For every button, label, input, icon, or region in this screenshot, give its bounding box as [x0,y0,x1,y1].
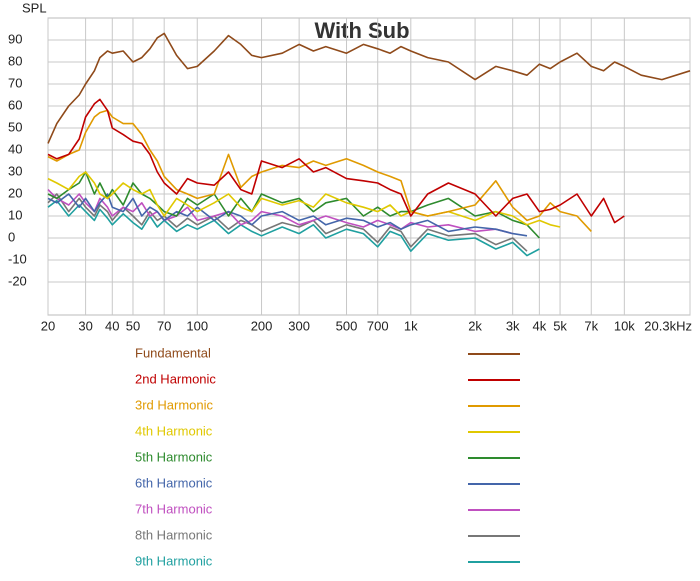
legend-label: Fundamental [135,345,211,360]
x-tick-label: 7k [584,318,598,333]
legend-label: 3rd Harmonic [135,397,214,412]
x-tick-label: 20 [41,318,55,333]
series-line [47,193,528,237]
legend-label: 6th Harmonic [135,475,213,490]
plot-area [47,17,691,316]
y-tick-label: -10 [8,251,27,266]
x-tick-label: 70 [157,318,171,333]
series-line [47,171,561,228]
x-tick-label: 2k [468,318,482,333]
x-tick-label: 1k [404,318,418,333]
x-tick-label: 500 [336,318,358,333]
series-line [47,171,540,239]
y-tick-label: 10 [8,207,22,222]
y-tick-label: -20 [8,273,27,288]
y-tick-label: 60 [8,97,22,112]
legend-label: 9th Harmonic [135,553,213,568]
y-tick-label: 40 [8,141,22,156]
y-tick-label: 0 [8,229,15,244]
x-tick-label: 4k [532,318,546,333]
y-tick-label: 70 [8,75,22,90]
y-tick-label: 90 [8,31,22,46]
series-line [47,32,691,144]
legend-label: 7th Harmonic [135,501,213,516]
y-tick-label: 80 [8,53,22,68]
chart-title: With Sub [314,18,409,43]
y-tick-label: 20 [8,185,22,200]
y-tick-label: 30 [8,163,22,178]
series-line [47,199,540,257]
legend-label: 2nd Harmonic [135,371,216,386]
y-tick-label: 50 [8,119,22,134]
x-tick-label: 50 [126,318,140,333]
x-tick-label: 200 [251,318,273,333]
x-tick-label: 700 [367,318,389,333]
x-tick-label: 10k [614,318,635,333]
x-tick-label: 5k [553,318,567,333]
x-tick-label: 100 [186,318,208,333]
x-tick-label: 300 [288,318,310,333]
y-axis-label: SPL [22,0,47,15]
x-tick-label: 30 [78,318,92,333]
series-line [47,193,528,252]
x-tick-label: 40 [105,318,119,333]
x-tick-label: 3k [506,318,520,333]
legend-label: 8th Harmonic [135,527,213,542]
legend-label: 5th Harmonic [135,449,213,464]
series-line [47,98,625,224]
x-tick-label: 20.3kHz [644,318,692,333]
legend-label: 4th Harmonic [135,423,213,438]
